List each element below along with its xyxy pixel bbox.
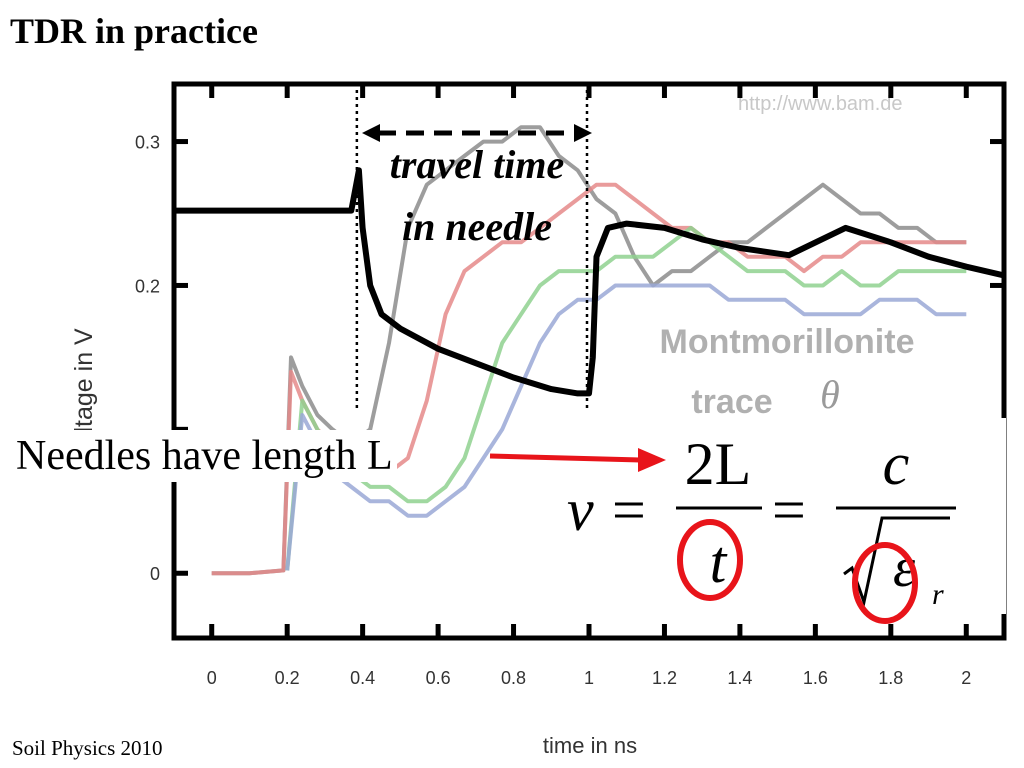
x-tick-label: 0.8 bbox=[501, 668, 526, 688]
x-tick-label: 2 bbox=[961, 668, 971, 688]
x-tick-label: 1.2 bbox=[652, 668, 677, 688]
formula-c: c bbox=[883, 431, 910, 497]
travel-time-label-2: in needle bbox=[402, 204, 552, 249]
x-tick-labels: 0 0.2 0.4 0.6 0.8 1 1.2 1.4 1.6 1.8 2 bbox=[207, 668, 972, 688]
highlight-circle-t bbox=[677, 519, 743, 601]
y-tick-label: 0 bbox=[150, 564, 160, 584]
length-arrow bbox=[489, 448, 666, 472]
formula-equals-1: = bbox=[612, 477, 646, 543]
material-label: Montmorillonite bbox=[660, 323, 915, 361]
formula-panel bbox=[562, 418, 1006, 614]
theta-symbol: θ bbox=[820, 372, 840, 417]
x-tick-label: 0 bbox=[207, 668, 217, 688]
travel-time-label-1: travel time bbox=[390, 142, 564, 187]
x-tick-label: 1.4 bbox=[727, 668, 752, 688]
trace-label: trace bbox=[691, 383, 772, 421]
x-tick-label: 0.6 bbox=[426, 668, 451, 688]
y-tick-labels: 0 0.2 0.3 bbox=[135, 133, 160, 585]
formula-equals-2: = bbox=[772, 477, 806, 543]
formula-numerator: 2L bbox=[685, 431, 752, 497]
x-tick-label: 1 bbox=[584, 668, 594, 688]
series-line-3 bbox=[285, 283, 967, 571]
x-tick-label: 1.6 bbox=[803, 668, 828, 688]
sqrt-sign bbox=[843, 516, 950, 608]
needles-length-text: Needles have length L bbox=[12, 430, 397, 482]
x-tick-label: 0.4 bbox=[350, 668, 375, 688]
formula-subscript-r: r bbox=[932, 578, 944, 611]
y-tick-label: 0.3 bbox=[135, 133, 160, 153]
formula-v: v bbox=[567, 477, 594, 543]
slide-title: TDR in practice bbox=[10, 11, 258, 51]
travel-time-arrow bbox=[362, 124, 592, 142]
x-tick-label: 0.2 bbox=[275, 668, 300, 688]
watermark: http://www.bam.de bbox=[738, 93, 903, 115]
y-tick-label: 0.2 bbox=[135, 276, 160, 296]
series-line-2 bbox=[285, 225, 967, 571]
x-axis-label: time in ns bbox=[543, 733, 637, 758]
series-line-main bbox=[174, 167, 1005, 397]
formula-denominator: t bbox=[710, 529, 728, 595]
x-tick-label: 1.8 bbox=[878, 668, 903, 688]
highlight-circle-epsilon bbox=[852, 542, 918, 624]
footer: Soil Physics 2010 bbox=[12, 736, 163, 760]
axis-ticks bbox=[174, 84, 1004, 638]
